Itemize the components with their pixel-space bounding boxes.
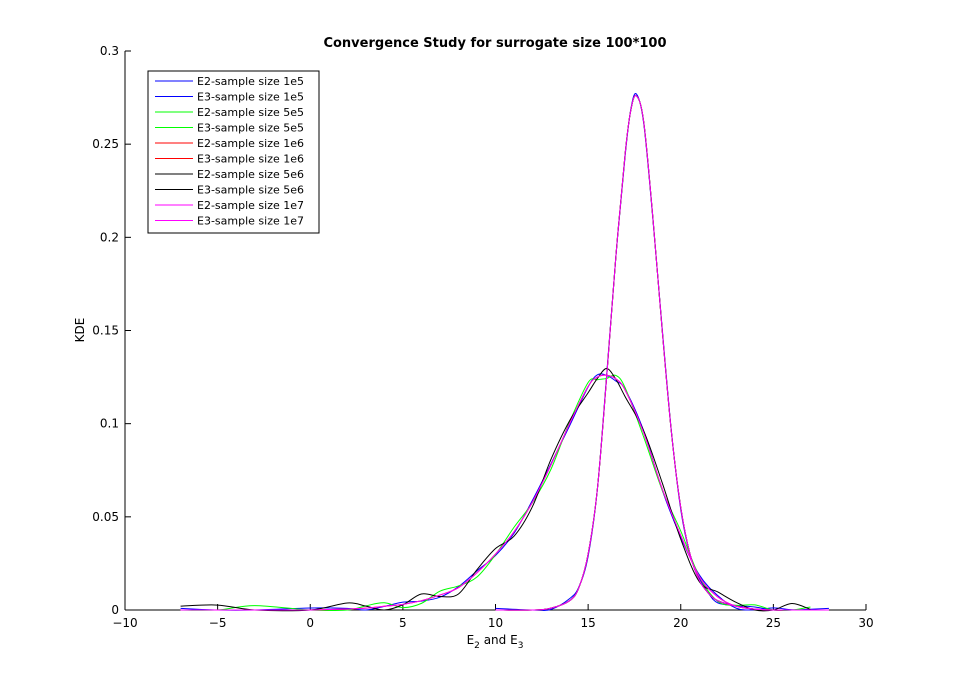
legend-label: E2-sample size 1e5 [197, 75, 304, 88]
legend-label: E2-sample size 5e5 [197, 106, 304, 119]
y-tick-label: 0.3 [100, 44, 119, 58]
legend-label: E3-sample size 1e6 [197, 153, 304, 166]
x-tick-label: 0 [306, 616, 314, 630]
x-tick-label: 30 [858, 616, 873, 630]
x-tick-label: −10 [112, 616, 137, 630]
chart-title: Convergence Study for surrogate size 100… [323, 36, 666, 51]
series-line-7 [180, 368, 811, 612]
legend-box [147, 70, 320, 234]
legend-label: E2-sample size 5e6 [197, 168, 304, 181]
series-line-10 [495, 94, 829, 611]
x-axis-label: E2 and E3 [467, 633, 524, 651]
x-tick-label: −5 [209, 616, 227, 630]
y-axis-label: KDE [73, 318, 87, 343]
y-tick-label: 0.25 [92, 137, 119, 151]
x-tick-label: 20 [673, 616, 688, 630]
plot-lines [180, 92, 829, 612]
legend-label: E3-sample size 5e6 [197, 184, 304, 197]
y-tick-label: 0.15 [92, 324, 119, 338]
legend-label: E3-sample size 1e5 [197, 91, 304, 104]
series-line-9 [180, 374, 811, 611]
legend-label: E2-sample size 1e7 [197, 199, 304, 212]
chart-legend: E2-sample size 1e5 E3-sample size 1e5 E2-s… [147, 70, 320, 234]
y-tick-label: 0.05 [92, 510, 119, 524]
x-tick-label: 25 [766, 616, 781, 630]
y-tick-label: 0 [111, 603, 119, 617]
x-tick-label: 5 [399, 616, 407, 630]
plot-axes: −10 −5 0 5 10 15 20 25 30 0 0.05 0.1 0.15 0.2 0.25 0.3 [92, 44, 873, 630]
x-tick-label: 15 [580, 616, 595, 630]
y-tick-label: 0.2 [100, 230, 119, 244]
legend-label: E3-sample size 5e5 [197, 122, 304, 135]
y-tick-label: 0.1 [100, 417, 119, 431]
legend-label: E3-sample size 1e7 [197, 215, 304, 228]
x-tick-label: 10 [488, 616, 503, 630]
legend-label: E2-sample size 1e6 [197, 137, 304, 150]
